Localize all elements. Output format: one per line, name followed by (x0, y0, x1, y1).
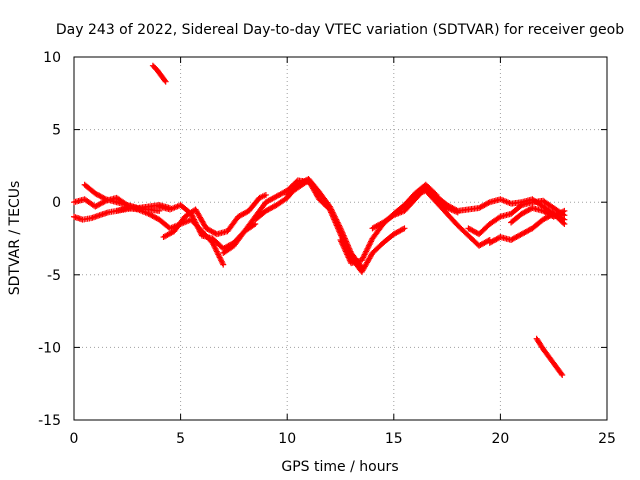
y-tick-labels: -15 -10 -5 0 5 10 (38, 50, 61, 429)
data-point (559, 371, 566, 378)
data-point (262, 191, 269, 198)
series-track-18 (533, 335, 566, 378)
x-tick-label: 0 (70, 431, 79, 447)
x-tick-labels: 0 5 10 15 20 25 (70, 431, 616, 447)
axis-ticks (73, 56, 608, 421)
data-point-interp (496, 214, 503, 221)
data-marks (71, 62, 568, 378)
y-tick-label: -10 (38, 340, 61, 356)
series-track-15 (465, 197, 568, 238)
data-point-interp (485, 199, 492, 206)
series-track-5 (149, 62, 169, 85)
data-point-interp (400, 226, 407, 233)
y-tick-label: 10 (43, 50, 61, 66)
x-tick-label: 15 (385, 431, 403, 447)
series-track-13 (412, 187, 493, 249)
data-point-interp (517, 203, 524, 210)
series-track-3 (81, 181, 173, 212)
series-track-7 (160, 191, 269, 241)
data-point (162, 78, 169, 85)
x-tick-label: 20 (491, 431, 509, 447)
data-point (561, 220, 568, 227)
data-point-interp (558, 370, 565, 377)
x-tick-label: 5 (176, 431, 185, 447)
y-axis-label: SDTVAR / TECUs (7, 181, 23, 296)
x-tick-label: 10 (278, 431, 296, 447)
series-track-10 (284, 177, 408, 275)
plot-frame (73, 56, 608, 421)
data-point-interp (161, 77, 168, 84)
data-point-interp (101, 195, 108, 202)
data-point-interp (560, 219, 567, 226)
series-track-14 (433, 193, 568, 223)
series-track-17 (508, 205, 568, 226)
y-tick-label: -5 (47, 268, 61, 284)
data-point-interp (560, 208, 567, 215)
chart-title: Day 243 of 2022, Sidereal Day-to-day VTE… (56, 22, 624, 38)
y-tick-label: 0 (52, 195, 61, 211)
x-tick-label: 25 (598, 431, 616, 447)
y-tick-label: -15 (38, 413, 61, 429)
x-axis-label: GPS time / hours (281, 459, 398, 475)
data-point (220, 261, 227, 268)
y-tick-label: 5 (52, 123, 61, 139)
data-point (401, 225, 408, 232)
data-point (561, 207, 568, 214)
